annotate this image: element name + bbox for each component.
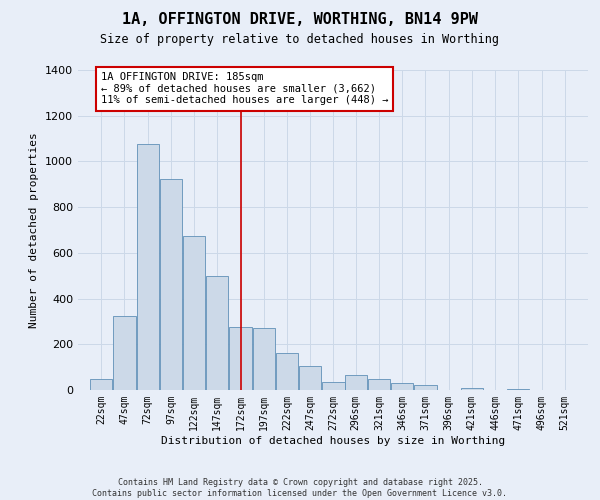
- Bar: [253, 328, 275, 390]
- Bar: [160, 178, 182, 390]
- Bar: [322, 382, 344, 390]
- Text: 1A, OFFINGTON DRIVE, WORTHING, BN14 9PW: 1A, OFFINGTON DRIVE, WORTHING, BN14 9PW: [122, 12, 478, 28]
- Text: Contains HM Land Registry data © Crown copyright and database right 2025.
Contai: Contains HM Land Registry data © Crown c…: [92, 478, 508, 498]
- Bar: [90, 378, 112, 390]
- Bar: [113, 316, 136, 390]
- Bar: [137, 144, 159, 390]
- X-axis label: Distribution of detached houses by size in Worthing: Distribution of detached houses by size …: [161, 436, 505, 446]
- Text: Size of property relative to detached houses in Worthing: Size of property relative to detached ho…: [101, 32, 499, 46]
- Y-axis label: Number of detached properties: Number of detached properties: [29, 132, 40, 328]
- Bar: [299, 366, 322, 390]
- Bar: [229, 327, 252, 390]
- Bar: [344, 375, 367, 390]
- Bar: [276, 354, 298, 390]
- Bar: [206, 276, 229, 390]
- Bar: [391, 383, 413, 390]
- Bar: [183, 236, 205, 390]
- Text: 1A OFFINGTON DRIVE: 185sqm
← 89% of detached houses are smaller (3,662)
11% of s: 1A OFFINGTON DRIVE: 185sqm ← 89% of deta…: [101, 72, 388, 106]
- Bar: [461, 388, 483, 390]
- Bar: [368, 378, 390, 390]
- Bar: [414, 386, 437, 390]
- Bar: [507, 389, 529, 390]
